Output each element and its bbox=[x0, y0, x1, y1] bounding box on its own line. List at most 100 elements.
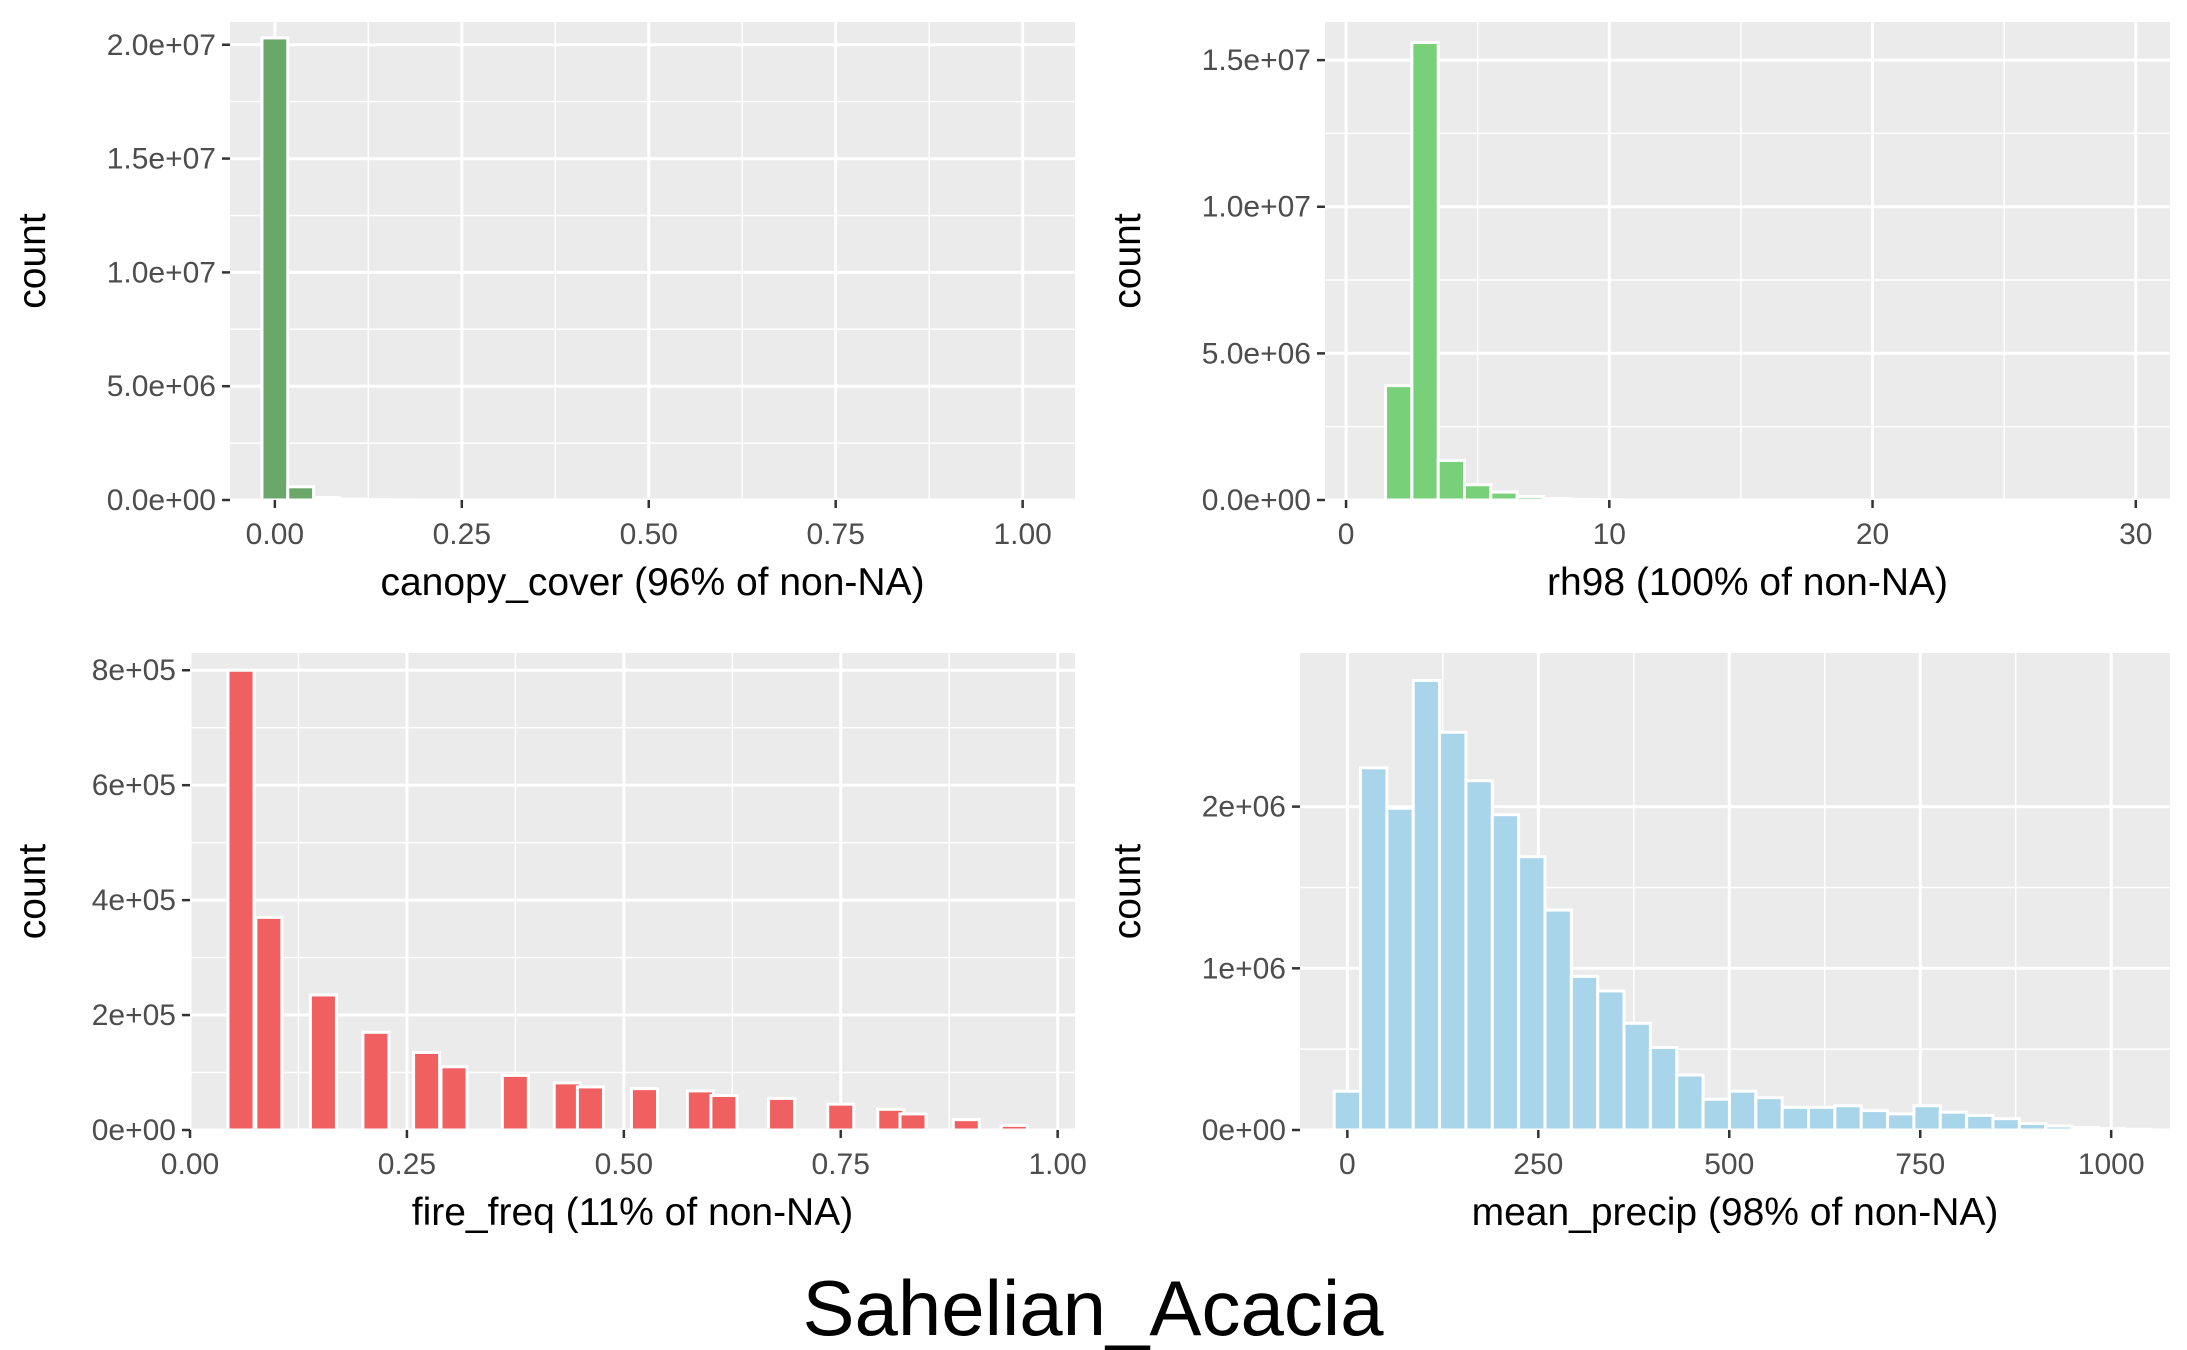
histogram-bar bbox=[412, 1050, 442, 1132]
histogram-bar bbox=[2123, 1127, 2153, 1132]
x-axis-title: canopy_cover (96% of non-NA) bbox=[380, 561, 924, 604]
y-tick-label: 1.5e+07 bbox=[1202, 44, 1311, 77]
y-tick-label: 2e+06 bbox=[1202, 791, 1286, 824]
x-axis-title: fire_freq (11% of non-NA) bbox=[412, 1191, 853, 1234]
x-axis-title: mean_precip (98% of non-NA) bbox=[1472, 1191, 1999, 1234]
histogram-bar bbox=[1569, 974, 1600, 1132]
x-tick-label: 0.75 bbox=[812, 1148, 870, 1181]
histogram-bar bbox=[2096, 1127, 2127, 1132]
histogram-bar bbox=[1464, 779, 1494, 1132]
histogram-bar bbox=[1489, 490, 1519, 502]
histogram-bar bbox=[1463, 483, 1493, 502]
histogram-bar bbox=[308, 993, 338, 1132]
y-tick-label: 5.0e+06 bbox=[107, 370, 216, 403]
y-tick-label: 6e+05 bbox=[92, 769, 176, 802]
histogram-bar bbox=[898, 1112, 928, 1132]
histogram-bar bbox=[1886, 1112, 1916, 1132]
y-tick-label: 1.5e+07 bbox=[107, 143, 216, 176]
x-tick-label: 10 bbox=[1593, 518, 1626, 551]
x-tick-label: 0.75 bbox=[807, 518, 865, 551]
histogram-bar bbox=[1754, 1096, 1784, 1132]
x-tick-label: 1.00 bbox=[1028, 1148, 1086, 1181]
x-tick-label: 30 bbox=[2119, 518, 2152, 551]
histogram-bar bbox=[1938, 1110, 1969, 1132]
y-tick-label: 1.0e+07 bbox=[107, 256, 216, 289]
y-tick-label: 2.0e+07 bbox=[107, 29, 216, 62]
x-tick-label: 750 bbox=[1895, 1148, 1945, 1181]
x-tick-label: 0 bbox=[1339, 1148, 1356, 1181]
histogram-bar bbox=[1332, 1089, 1363, 1132]
histogram-bar bbox=[1517, 855, 1547, 1132]
histogram-bar bbox=[1701, 1097, 1731, 1132]
x-tick-label: 0.50 bbox=[620, 518, 678, 551]
figure-title: Sahelian_Acacia bbox=[802, 1264, 1384, 1350]
y-axis-title: count bbox=[1106, 213, 1149, 309]
histogram-bar bbox=[1965, 1113, 1995, 1132]
histogram-bar bbox=[1515, 494, 1545, 502]
y-axis-title: count bbox=[11, 213, 54, 309]
x-tick-label: 0.25 bbox=[378, 1148, 436, 1181]
histogram-bar bbox=[1807, 1105, 1837, 1132]
x-tick-label: 1.00 bbox=[993, 518, 1051, 551]
x-tick-label: 0.50 bbox=[595, 1148, 653, 1181]
histogram-bar bbox=[1675, 1073, 1705, 1132]
histogram-bar bbox=[254, 915, 284, 1132]
histogram-bar bbox=[1727, 1089, 1758, 1132]
histogram-bar bbox=[1411, 678, 1442, 1132]
histogram-bar bbox=[1384, 384, 1414, 502]
y-tick-label: 0.0e+00 bbox=[107, 484, 216, 517]
histogram-panel: 0.00 0.25 0.50 0.75 1.00 0.0e+00 5.0e+06 1.0e+0… bbox=[11, 22, 1075, 604]
histogram-bar bbox=[2017, 1122, 2048, 1132]
y-tick-label: 2e+05 bbox=[92, 999, 176, 1032]
y-tick-label: 5.0e+06 bbox=[1202, 337, 1311, 370]
histogram-bar bbox=[1859, 1109, 1890, 1132]
histogram-bar bbox=[1490, 813, 1521, 1132]
histogram-bar bbox=[2070, 1126, 2100, 1132]
histogram-bar bbox=[1622, 1021, 1652, 1132]
histogram-bar bbox=[361, 1030, 391, 1132]
histogram-bar bbox=[1543, 908, 1573, 1132]
histogram-bar bbox=[951, 1118, 981, 1132]
x-tick-label: 0 bbox=[1338, 518, 1355, 551]
histogram-bar bbox=[1410, 41, 1440, 502]
histogram-bar bbox=[1596, 989, 1626, 1132]
panel-background bbox=[230, 22, 1075, 500]
histogram-bar bbox=[826, 1102, 856, 1132]
histogram-bar bbox=[767, 1096, 797, 1132]
histogram-bar bbox=[629, 1087, 659, 1132]
x-tick-label: 0.00 bbox=[246, 518, 304, 551]
histogram-bar bbox=[1991, 1117, 2021, 1132]
histogram-bar bbox=[500, 1073, 530, 1132]
histogram-bar bbox=[1833, 1104, 1863, 1132]
histogram-bar bbox=[1541, 497, 1572, 502]
histogram-bar bbox=[1568, 497, 1598, 502]
y-tick-label: 0.0e+00 bbox=[1202, 484, 1311, 517]
histogram-panel: 0 250 500 750 1000 0e+00 1e+06 2e+06 mean_precip… bbox=[1106, 653, 2170, 1234]
y-axis-title: count bbox=[11, 844, 54, 940]
histogram-bar bbox=[2044, 1124, 2074, 1132]
histogram-bar bbox=[1648, 1046, 1679, 1132]
x-tick-label: 500 bbox=[1704, 1148, 1754, 1181]
y-tick-label: 8e+05 bbox=[92, 654, 176, 687]
x-tick-label: 0.00 bbox=[161, 1148, 219, 1181]
y-tick-label: 1.0e+07 bbox=[1202, 191, 1311, 224]
histogram-bar bbox=[260, 36, 290, 502]
y-tick-label: 4e+05 bbox=[92, 884, 176, 917]
histogram-bar bbox=[286, 485, 316, 502]
histogram-bar bbox=[1359, 766, 1389, 1132]
y-tick-label: 1e+06 bbox=[1202, 952, 1286, 985]
x-tick-label: 20 bbox=[1856, 518, 1889, 551]
histogram-bar bbox=[1780, 1105, 1811, 1132]
histogram-panel: 0 10 20 30 0.0e+00 5.0e+06 1.0e+07 1.5e+07 rh98 … bbox=[1106, 22, 2170, 604]
histogram-bar bbox=[1912, 1104, 1942, 1132]
x-tick-label: 250 bbox=[1513, 1148, 1563, 1181]
y-tick-label: 0e+00 bbox=[92, 1114, 176, 1147]
panel-background bbox=[1325, 22, 2170, 500]
histogram-bar bbox=[999, 1123, 1029, 1132]
histogram-bar bbox=[1385, 806, 1415, 1132]
histogram-bar bbox=[575, 1085, 605, 1132]
histogram-bar bbox=[337, 497, 367, 502]
histogram-bar bbox=[1436, 458, 1467, 502]
histogram-bar bbox=[1438, 730, 1468, 1132]
